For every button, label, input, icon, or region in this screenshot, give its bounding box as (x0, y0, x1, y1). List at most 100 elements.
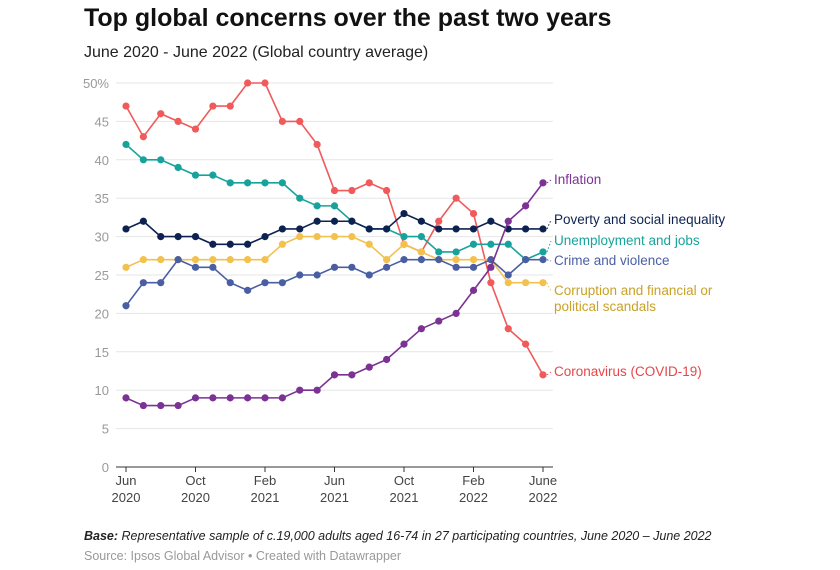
data-point (244, 286, 252, 294)
data-point (157, 256, 165, 264)
data-point (504, 279, 512, 287)
data-point (469, 240, 478, 248)
data-point (504, 217, 512, 225)
data-point (261, 256, 269, 264)
y-tick-label: 35 (95, 191, 109, 206)
x-tick-label: 2020 (181, 490, 210, 505)
data-point (330, 217, 339, 225)
data-point (383, 263, 391, 271)
data-point (278, 179, 286, 187)
data-point (226, 394, 234, 402)
data-point (244, 394, 252, 402)
data-point (191, 233, 200, 241)
data-point (209, 102, 217, 110)
data-point (539, 179, 547, 187)
series-line (125, 82, 544, 376)
data-point (487, 240, 495, 248)
data-point (244, 79, 252, 87)
data-point (157, 156, 165, 164)
data-point (452, 248, 460, 256)
label-connector (546, 259, 552, 262)
data-point (452, 194, 460, 202)
data-point (383, 186, 391, 195)
data-point (487, 217, 495, 225)
data-point (296, 233, 304, 241)
data-point (122, 263, 130, 271)
source-line: Source: Ipsos Global Advisor • Created w… (84, 549, 402, 563)
data-point (400, 240, 408, 248)
series-label: Unemployment and jobs (554, 233, 700, 248)
data-point (244, 240, 252, 248)
x-tick-label: 2021 (320, 490, 349, 505)
data-point (139, 156, 147, 164)
data-point (330, 202, 339, 210)
y-tick-label: 25 (95, 268, 109, 283)
data-point (400, 256, 408, 264)
y-tick-label: 15 (95, 345, 109, 360)
y-tick-label: 30 (95, 230, 109, 245)
data-point (487, 263, 495, 271)
data-point (244, 256, 252, 264)
data-point (174, 117, 182, 125)
data-point (348, 217, 356, 225)
data-point (539, 225, 547, 233)
data-point (365, 179, 373, 187)
y-tick-label: 20 (95, 306, 109, 321)
x-tick-label: June (529, 473, 557, 488)
series-label: political scandals (554, 299, 656, 314)
data-point (417, 233, 425, 241)
x-tick-label: 2020 (112, 490, 141, 505)
data-point (522, 279, 530, 287)
data-point (278, 225, 286, 233)
data-point (469, 263, 478, 271)
y-tick-label: 50% (83, 76, 109, 91)
data-point (313, 140, 321, 149)
series-label: Poverty and social inequality (554, 212, 725, 227)
data-point (417, 325, 425, 333)
data-point (469, 286, 478, 294)
data-point (400, 209, 408, 218)
data-point (330, 233, 339, 241)
data-point (452, 256, 460, 264)
data-point (139, 133, 147, 141)
data-point (261, 394, 269, 402)
x-tick-label: Feb (462, 473, 484, 488)
data-point (122, 140, 130, 149)
data-point (261, 79, 269, 87)
data-point (174, 163, 182, 172)
data-point (122, 302, 130, 310)
data-point (191, 125, 200, 133)
x-tick-label: 2022 (529, 490, 558, 505)
series-label: Inflation (554, 172, 601, 187)
data-point (174, 401, 182, 410)
y-tick-label: 45 (95, 114, 109, 129)
data-point (157, 233, 165, 241)
data-point (365, 271, 373, 279)
data-point (122, 102, 130, 110)
data-point (539, 279, 547, 287)
base-note: Base: Representative sample of c.19,000 … (84, 529, 712, 543)
data-point (504, 325, 512, 333)
data-point (400, 233, 408, 241)
series-label: Corruption and financial or (554, 283, 713, 298)
data-point (539, 248, 547, 256)
data-point (174, 256, 182, 264)
chart-subtitle: June 2020 - June 2022 (Global country av… (84, 44, 429, 61)
y-tick-label: 40 (95, 153, 109, 168)
data-point (435, 225, 443, 233)
data-point (539, 256, 547, 264)
data-point (122, 394, 130, 402)
data-point (296, 194, 304, 202)
data-point (296, 117, 304, 125)
data-point (278, 240, 286, 248)
data-point (157, 401, 165, 410)
data-point (522, 225, 530, 233)
data-point (522, 340, 530, 348)
data-point (400, 340, 408, 348)
data-point (365, 240, 373, 248)
series-label: Coronavirus (COVID-19) (554, 364, 702, 379)
data-point (278, 279, 286, 287)
data-point (383, 355, 391, 364)
data-point (365, 225, 373, 233)
x-tick-label: Oct (394, 473, 415, 488)
